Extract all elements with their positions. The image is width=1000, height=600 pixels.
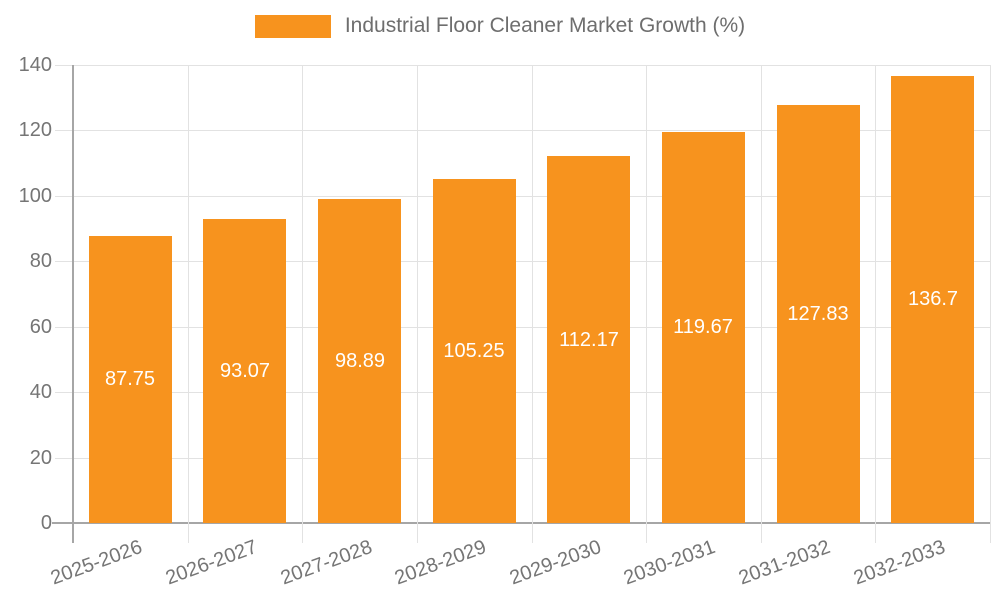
gridline-vertical	[990, 65, 991, 543]
y-axis-label: 60	[29, 316, 52, 338]
bar-value-label: 105.25	[443, 340, 505, 362]
gridline-horizontal	[55, 392, 990, 393]
bar-value-label: 119.67	[673, 316, 733, 338]
bar-value-label: 87.75	[104, 368, 156, 390]
bar-value-label: 136.7	[907, 288, 959, 310]
x-axis-label: 2027-2028	[278, 536, 376, 590]
bar[interactable]	[891, 76, 974, 523]
gridline-horizontal	[55, 130, 990, 131]
bar[interactable]	[203, 219, 286, 523]
x-axis-label: 2032-2033	[851, 536, 949, 590]
bar[interactable]	[89, 236, 172, 523]
bar[interactable]	[433, 179, 516, 523]
y-axis-label: 140	[18, 54, 52, 76]
y-axis-label: 100	[18, 185, 52, 207]
gridline-vertical	[875, 65, 876, 543]
x-axis-label: 2031-2032	[736, 536, 834, 590]
gridline-vertical	[646, 65, 647, 543]
gridline-vertical	[188, 65, 189, 543]
y-axis-label: 40	[29, 381, 52, 403]
x-axis-label: 2028-2029	[392, 536, 490, 590]
y-axis-line	[72, 65, 74, 543]
legend[interactable]: Industrial Floor Cleaner Market Growth (…	[0, 14, 1000, 38]
bar[interactable]	[547, 156, 630, 523]
y-axis-label: 0	[40, 512, 52, 534]
x-axis-line	[52, 522, 990, 524]
bar-value-label: 98.89	[334, 350, 386, 372]
gridline-horizontal	[55, 65, 990, 66]
x-axis-label: 2026-2027	[163, 536, 261, 590]
gridline-horizontal	[55, 458, 990, 459]
gridline-horizontal	[55, 196, 990, 197]
y-axis-label: 20	[29, 447, 52, 469]
bar[interactable]	[662, 132, 745, 523]
gridline-vertical	[302, 65, 303, 543]
bar-value-label: 112.17	[559, 329, 619, 351]
bar-value-label: 93.07	[219, 360, 271, 382]
gridline-vertical	[532, 65, 533, 543]
x-axis-label: 2030-2031	[621, 536, 719, 590]
gridline-horizontal	[55, 261, 990, 262]
bar[interactable]	[777, 105, 860, 523]
x-axis-label: 2025-2026	[48, 536, 146, 590]
gridline-horizontal	[55, 327, 990, 328]
legend-swatch[interactable]	[254, 14, 331, 38]
bar-value-label: 127.83	[787, 303, 849, 325]
x-axis-label: 2029-2030	[507, 536, 605, 590]
y-axis-label: 120	[18, 119, 52, 141]
bar[interactable]	[318, 199, 401, 523]
gridline-vertical	[417, 65, 418, 543]
legend-label[interactable]: Industrial Floor Cleaner Market Growth (…	[344, 14, 746, 37]
y-axis-label: 80	[29, 250, 52, 272]
gridline-vertical	[761, 65, 762, 543]
